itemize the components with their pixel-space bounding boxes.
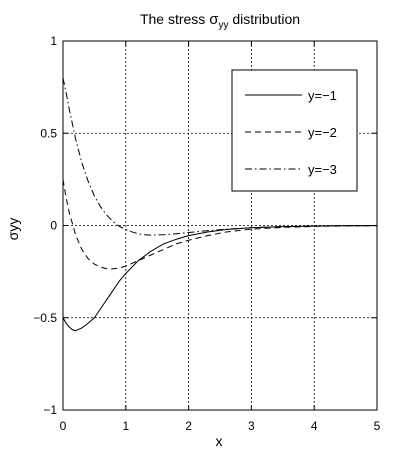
y-tick-label-2: 0 (50, 219, 57, 233)
x-axis-label: x (216, 433, 223, 449)
x-tick-label-5: 5 (374, 419, 381, 433)
x-tick-label-2: 2 (185, 419, 192, 433)
series-line-2 (62, 77, 378, 236)
series-line-0 (62, 225, 378, 332)
chart-title-part-2: distribution (228, 11, 300, 27)
series-layer (62, 77, 378, 332)
chart-title-part-1: The stress (140, 11, 209, 27)
legend-label-1: y=−2 (308, 125, 337, 140)
series-line-1 (62, 179, 378, 270)
legend-label-0: y=−1 (308, 88, 337, 103)
axes-layer: 0 1 2 3 4 5 −1 −0.5 0 0.5 1 (33, 34, 380, 433)
chart-title-subscript: yy (218, 20, 228, 31)
legend: y=−1 y=−2 y=−3 (231, 69, 358, 192)
y-tick-label-0: −1 (43, 403, 57, 417)
y-tick-label-1: −0.5 (33, 311, 57, 325)
y-axis-label: σyy (5, 218, 21, 241)
x-tick-label-1: 1 (122, 419, 129, 433)
y-tick-label-3: 0.5 (40, 126, 57, 140)
x-tick-label-4: 4 (311, 419, 318, 433)
x-tick-label-0: 0 (60, 419, 67, 433)
x-tick-label-3: 3 (248, 419, 255, 433)
chart-title-sigma: σ (209, 11, 219, 28)
legend-label-2: y=−3 (308, 162, 337, 177)
chart-title: The stress σyy distribution (140, 11, 300, 31)
y-tick-label-4: 1 (50, 34, 57, 48)
legend-box (231, 69, 358, 192)
